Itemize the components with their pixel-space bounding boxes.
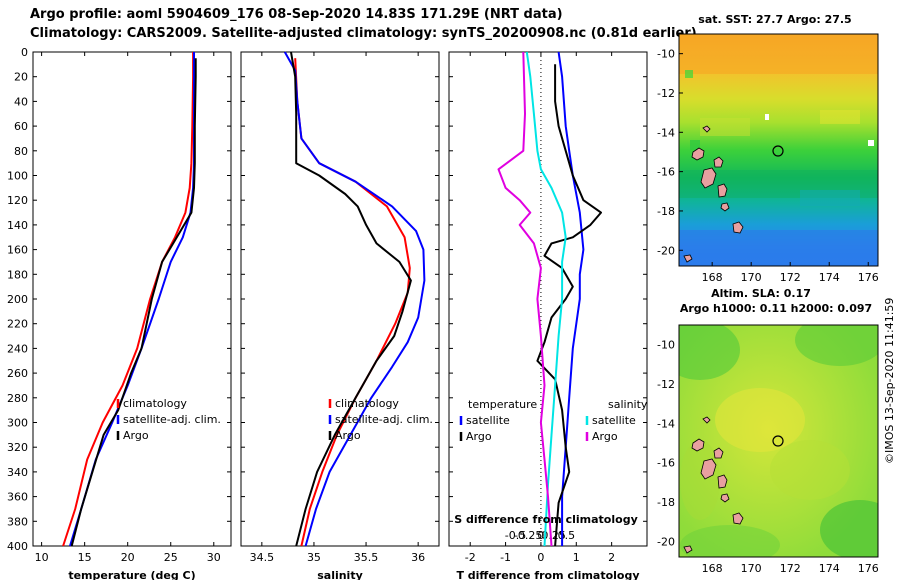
ytick-label: 180 [7, 268, 28, 281]
map-ytick-label: -16 [657, 166, 675, 179]
map-ytick-label: -10 [657, 339, 675, 352]
ytick-label: 380 [7, 515, 28, 528]
map-ytick-label: -20 [657, 244, 675, 257]
xtick-label-temperature: 20 [121, 551, 135, 564]
series-salinity-argo [290, 51, 412, 547]
legend-label-temp-2: Argo [123, 429, 149, 442]
xtick-label-differences: -2 [465, 551, 476, 564]
salinity-xlabel: salinity [317, 569, 363, 580]
xtick-label-temperature: 25 [164, 551, 178, 564]
ytick-label: 20 [14, 71, 28, 84]
xtick-label-temperature: 30 [207, 551, 221, 564]
ytick-label: 120 [7, 194, 28, 207]
panel-differences [448, 51, 648, 547]
sla-argo-marker [772, 435, 784, 447]
xtick-label-temperature: 15 [78, 551, 92, 564]
xtick2-label: 0 [537, 529, 544, 542]
map-xtick-label: 172 [780, 562, 801, 575]
imos-stamp: ©IMOS 13-Sep-2020 11:41:59 [883, 298, 896, 464]
legend-label-temp-1: satellite-adj. clim. [123, 413, 221, 426]
series-salinity-satellite-adj-clim- [283, 51, 426, 547]
map-xtick-label: 172 [780, 271, 801, 284]
ytick-label: 340 [7, 466, 28, 479]
legend-title-salinity: salinity [608, 398, 648, 411]
legend-label-sdiff-argo: Argo [592, 430, 618, 443]
sla-map-subtitle: Argo h1000: 0.11 h2000: 0.097 [680, 302, 872, 315]
xtick2-label: -0.25 [514, 529, 542, 542]
ytick-label: 60 [14, 120, 28, 133]
map-xtick-label: 168 [702, 562, 723, 575]
xtick-label-differences: 0 [537, 551, 544, 564]
xtick2-label: -0.5 [505, 529, 526, 542]
legend-title-temperature: temperature [468, 398, 537, 411]
xtick-label-salinity: 35 [307, 551, 321, 564]
series-differences-s-argo [497, 51, 553, 547]
xtick-label-salinity: 35.5 [354, 551, 379, 564]
ytick-label: 240 [7, 342, 28, 355]
map-xtick-label: 174 [819, 271, 840, 284]
ytick-label: 40 [14, 95, 28, 108]
ytick-label: 80 [14, 145, 28, 158]
temperature-xlabel: temperature (deg C) [68, 569, 195, 580]
xtick2-label: 0.25 [541, 529, 566, 542]
legend-label-sal-2: Argo [335, 429, 361, 442]
xtick-label-differences: 2 [608, 551, 615, 564]
xtick-label-differences: -1 [500, 551, 511, 564]
series-differences-s-satellite [525, 51, 567, 547]
legend-label-tdiff-argo: Argo [466, 430, 492, 443]
map-xtick-label: 176 [858, 562, 879, 575]
sst-argo-marker [772, 145, 784, 157]
map-ytick-label: -18 [657, 205, 675, 218]
map-xtick-label: 168 [702, 271, 723, 284]
ytick-label: 100 [7, 170, 28, 183]
sla-map [679, 325, 878, 557]
ytick-label: 160 [7, 244, 28, 257]
sst-map-title: sat. SST: 27.7 Argo: 27.5 [698, 13, 851, 26]
s-diff-xlabel: S difference from climatology [454, 513, 638, 526]
header-line-2: Climatology: CARS2009. Satellite-adjuste… [30, 26, 697, 41]
map-ytick-label: -18 [657, 496, 675, 509]
map-xtick-label: 170 [741, 271, 762, 284]
map-ytick-label: -14 [657, 126, 675, 139]
legend-label-sal-1: satellite-adj. clim. [335, 413, 433, 426]
ytick-label: 320 [7, 441, 28, 454]
legend-label-sdiff-sat: satellite [592, 414, 636, 427]
ytick-label: 280 [7, 392, 28, 405]
xtick-label-temperature: 10 [35, 551, 49, 564]
panel-salinity [240, 51, 440, 547]
ytick-label: 360 [7, 491, 28, 504]
map-ytick-label: -10 [657, 48, 675, 61]
ytick-label: 200 [7, 293, 28, 306]
legend-label-temp-0: climatology [123, 397, 187, 410]
legend-label-tdiff-sat: satellite [466, 414, 510, 427]
map-ytick-label: -12 [657, 87, 675, 100]
map-ytick-label: -12 [657, 378, 675, 391]
series-temperature-argo [70, 58, 197, 547]
xtick2-label: 0.5 [558, 529, 576, 542]
sla-map-title: Altim. SLA: 0.17 [711, 287, 811, 300]
panel-temperature [32, 51, 232, 547]
map-xtick-label: 170 [741, 562, 762, 575]
map-ytick-label: -14 [657, 417, 675, 430]
ytick-label: 400 [7, 540, 28, 553]
xtick-label-salinity: 34.5 [250, 551, 275, 564]
sst-map [679, 34, 878, 266]
map-ytick-label: -16 [657, 457, 675, 470]
legend-label-sal-0: climatology [335, 397, 399, 410]
series-differences-t-satellite [557, 51, 585, 546]
header-line-1: Argo profile: aoml 5904609_176 08-Sep-20… [30, 7, 563, 22]
ytick-label: 220 [7, 318, 28, 331]
xtick-label-differences: 1 [573, 551, 580, 564]
map-xtick-label: 176 [858, 271, 879, 284]
ytick-label: 300 [7, 417, 28, 430]
t-diff-xlabel: T difference from climatology [456, 569, 639, 580]
xtick-label-salinity: 36 [411, 551, 425, 564]
ytick-label: 140 [7, 219, 28, 232]
ytick-label: 0 [21, 46, 28, 59]
ytick-label: 260 [7, 367, 28, 380]
map-ytick-label: -20 [657, 535, 675, 548]
map-xtick-label: 174 [819, 562, 840, 575]
